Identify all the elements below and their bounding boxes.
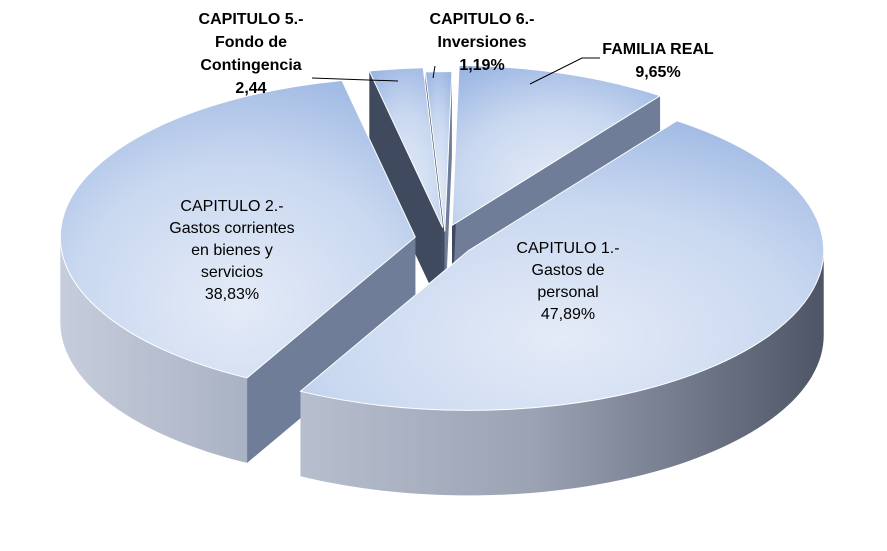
slice-label-line: Contingencia bbox=[200, 57, 302, 74]
slice-label-line: en bienes y bbox=[191, 242, 273, 259]
slice-label-line: CAPITULO 5.- bbox=[198, 11, 304, 28]
leader-line-familia bbox=[529, 57, 600, 85]
slice-label-line: Gastos de bbox=[531, 262, 605, 279]
slice-cut-cap6 bbox=[444, 71, 452, 317]
slice-top-cap5 bbox=[368, 67, 444, 228]
slice-label-line: CAPITULO 6.- bbox=[429, 11, 535, 28]
slice-cut-cap5 bbox=[369, 70, 443, 313]
slice-side-cap1 bbox=[300, 250, 824, 496]
leader-line-cap6 bbox=[432, 65, 436, 79]
slice-label-capitulo-2: CAPITULO 2.- Gastos corrientes en bienes y… bbox=[142, 196, 322, 306]
slice-label-line: CAPITULO 2.- bbox=[180, 198, 284, 215]
slice-cut-cap2 bbox=[247, 237, 416, 463]
slice-label-line: 1,19% bbox=[459, 57, 505, 74]
slice-top-cap1 bbox=[299, 120, 825, 411]
slice-label-line: personal bbox=[537, 284, 599, 301]
slice-top-cap6 bbox=[424, 71, 453, 232]
slice-label-line: CAPITULO 1.- bbox=[516, 240, 620, 257]
slice-label-line: 47,89% bbox=[540, 306, 596, 323]
slice-label-line: 2,44 bbox=[235, 80, 267, 97]
slice-label-line: Inversiones bbox=[437, 34, 527, 51]
slice-label-line: FAMILIA REAL bbox=[602, 41, 714, 58]
slice-top-cap2 bbox=[59, 79, 416, 379]
slice-label-line: Gastos corrientes bbox=[169, 220, 295, 237]
slice-top-familia bbox=[451, 64, 662, 227]
slice-label-line: 9,65% bbox=[635, 64, 681, 81]
slice-label-capitulo-1: CAPITULO 1.- Gastos de personal 47,89% bbox=[488, 238, 648, 326]
slice-label-line: 38,83% bbox=[204, 286, 260, 303]
slice-label-line: Fondo de bbox=[215, 34, 287, 51]
slice-label-capitulo-6: CAPITULO 6.- Inversiones 1,19% bbox=[412, 8, 552, 77]
slice-side-cap2 bbox=[60, 237, 248, 463]
slice-label-line: servicios bbox=[200, 264, 264, 281]
slice-label-capitulo-5: CAPITULO 5.- Fondo de Contingencia 2,44 bbox=[176, 8, 326, 100]
slice-label-familia-real: FAMILIA REAL 9,65% bbox=[593, 38, 723, 84]
leader-line-cap5 bbox=[311, 77, 399, 82]
